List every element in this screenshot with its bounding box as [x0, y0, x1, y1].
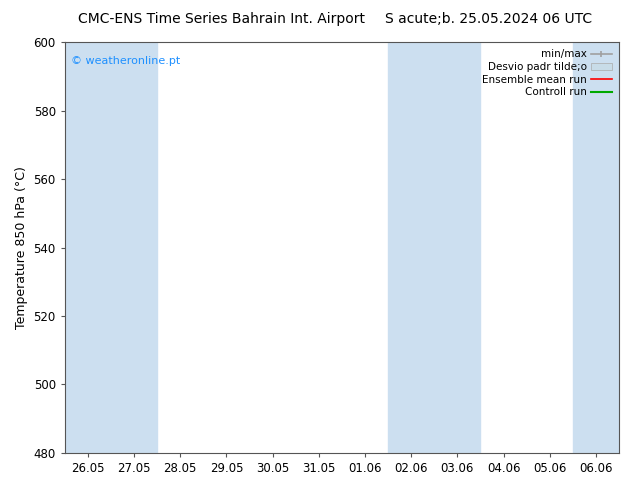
Bar: [573, 42, 619, 453]
Bar: [434, 42, 481, 453]
Bar: [388, 42, 434, 453]
Text: CMC-ENS Time Series Bahrain Int. Airport: CMC-ENS Time Series Bahrain Int. Airport: [79, 12, 365, 26]
Bar: [111, 42, 157, 453]
Y-axis label: Temperature 850 hPa (°C): Temperature 850 hPa (°C): [15, 166, 28, 329]
Text: S acute;b. 25.05.2024 06 UTC: S acute;b. 25.05.2024 06 UTC: [385, 12, 592, 26]
Text: © weatheronline.pt: © weatheronline.pt: [72, 56, 181, 67]
Legend: min/max, Desvio padr tilde;o, Ensemble mean run, Controll run: min/max, Desvio padr tilde;o, Ensemble m…: [480, 47, 614, 99]
Bar: [65, 42, 111, 453]
